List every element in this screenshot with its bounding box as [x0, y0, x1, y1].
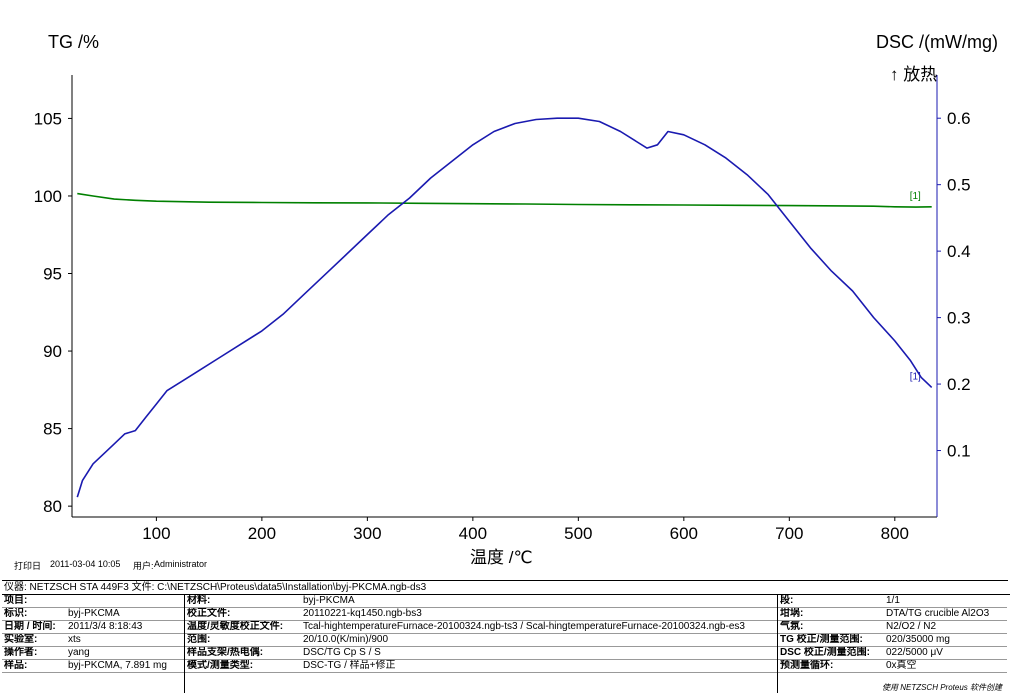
- info-value: N2/O2 / N2: [886, 621, 937, 632]
- info-value: 2011/3/4 8:18:43: [68, 621, 143, 632]
- info-column-1: 项目: 标识: byj-PKCMA 日期 / 时间: 2011/3/4 8:18:43 实…: [2, 595, 185, 693]
- info-value: 020/35000 mg: [886, 634, 950, 645]
- info-key: 模式/测量类型:: [187, 660, 254, 671]
- print-date-label: 打印日: [14, 561, 42, 571]
- info-row: 校正文件: 20110221-kq1450.ngb-bs3: [185, 608, 777, 621]
- info-row: 样品支架/热电偶: DSC/TG Cp S / S: [185, 647, 777, 660]
- info-key: 样品:: [4, 660, 28, 671]
- tg-tick-label: 105: [34, 109, 62, 128]
- series-tg-end-label: [1]: [910, 191, 921, 202]
- info-row: 样品: byj-PKCMA, 7.891 mg: [2, 660, 184, 673]
- info-key: 校正文件:: [187, 608, 231, 619]
- info-row: 坩埚: DTA/TG crucible Al2O3: [778, 608, 1007, 621]
- plot-frame: [71, 75, 938, 518]
- dsc-tick-label: 0.2: [947, 375, 971, 394]
- user-label: 用户:: [133, 561, 154, 571]
- info-key: 预测量循环:: [780, 660, 834, 671]
- info-key: DSC 校正/测量范围:: [780, 647, 870, 658]
- info-value: 022/5000 μV: [886, 647, 943, 658]
- tg-tick-label: 95: [43, 265, 62, 284]
- temperature-tick-label: 300: [353, 524, 381, 543]
- info-row: 温度/灵敏度校正文件: Tcal-hightemperatureFurnace-2…: [185, 621, 777, 634]
- tg-tick-label: 80: [43, 497, 62, 516]
- info-key: 段:: [780, 595, 794, 606]
- tg-tick-label: 90: [43, 342, 62, 361]
- dsc-tick-label: 0.3: [947, 309, 971, 328]
- info-key: 材料:: [187, 595, 211, 606]
- temperature-axis-title: 温度 /℃: [470, 548, 533, 567]
- info-row: 材料: byj-PKCMA: [185, 595, 777, 608]
- info-value: DSC-TG / 样品+修正: [303, 660, 396, 671]
- dsc-tick-label: 0.4: [947, 242, 971, 261]
- exo-direction-note: ↑ 放热: [890, 65, 938, 84]
- tg-tick-label: 100: [34, 187, 62, 206]
- dsc-axis-title: DSC /(mW/mg): [876, 32, 998, 52]
- temperature-tick-label: 800: [881, 524, 909, 543]
- series-tg-line: [77, 192, 932, 208]
- temperature-axis: 100 200 300 400 500 600 700 800: [142, 517, 909, 543]
- info-value: 0x真空: [886, 660, 917, 671]
- info-row: 预测量循环: 0x真空: [778, 660, 1007, 673]
- info-row: 气氛: N2/O2 / N2: [778, 621, 1007, 634]
- info-value: DTA/TG crucible Al2O3: [886, 608, 990, 619]
- info-key: 坩埚:: [780, 608, 804, 619]
- info-key: TG 校正/测量范围:: [780, 634, 863, 645]
- user-name: Administrator: [154, 559, 208, 569]
- info-value: 20/10.0(K/min)/900: [303, 634, 389, 645]
- print-date: 2011-03-04 10:05: [50, 559, 121, 569]
- temperature-tick-label: 200: [248, 524, 276, 543]
- info-row: 段: 1/1: [778, 595, 1007, 608]
- info-key: 气氛:: [780, 621, 804, 632]
- tg-tick-label: 85: [43, 420, 62, 439]
- info-value: DSC/TG Cp S / S: [303, 647, 381, 658]
- dsc-tick-label: 0.6: [947, 109, 971, 128]
- info-row: 操作者: yang: [2, 647, 184, 660]
- info-row: 模式/测量类型: DSC-TG / 样品+修正: [185, 660, 777, 673]
- info-key: 日期 / 时间:: [4, 621, 56, 632]
- info-key: 范围:: [187, 634, 211, 645]
- info-value: Tcal-hightemperatureFurnace-20100324.ngb…: [303, 621, 745, 632]
- info-key: 项目:: [4, 595, 28, 606]
- info-key: 温度/灵敏度校正文件:: [187, 621, 284, 632]
- instrument-file-header: 仪器: NETZSCH STA 449F3 文件: C:\NETZSCH\Pro…: [2, 581, 1010, 595]
- info-row: 日期 / 时间: 2011/3/4 8:18:43: [2, 621, 184, 634]
- info-column-2: 材料: byj-PKCMA 校正文件: 20110221-kq1450.ngb-bs3…: [185, 595, 778, 693]
- info-row: 标识: byj-PKCMA: [2, 608, 184, 621]
- info-value: byj-PKCMA: [303, 595, 355, 606]
- info-row: DSC 校正/测量范围: 022/5000 μV: [778, 647, 1007, 660]
- info-key: 实验室:: [4, 634, 38, 645]
- info-value: yang: [68, 647, 90, 658]
- info-key: 标识:: [4, 608, 28, 619]
- temperature-tick-label: 600: [670, 524, 698, 543]
- info-value: byj-PKCMA: [68, 608, 120, 619]
- info-key: 样品支架/热电偶:: [187, 647, 264, 658]
- info-row: 范围: 20/10.0(K/min)/900: [185, 634, 777, 647]
- measurement-info-table: 仪器: NETZSCH STA 449F3 文件: C:\NETZSCH\Pro…: [2, 580, 1010, 693]
- info-row: 项目:: [2, 595, 184, 608]
- series-dsc-line: [76, 117, 933, 498]
- temperature-tick-label: 500: [564, 524, 592, 543]
- info-column-3: 段: 1/1 坩埚: DTA/TG crucible Al2O3 气氛: N2/O2 / …: [778, 595, 1007, 693]
- tg-axis: 80 85 90 95 100 105: [34, 109, 72, 516]
- series-dsc-end-label: [1]: [910, 371, 921, 382]
- temperature-tick-label: 400: [459, 524, 487, 543]
- dsc-tick-label: 0.5: [947, 176, 971, 195]
- thermal-analysis-chart: 80 85 90 95 100 105 0.1 0.2 0.3 0.4 0.5 0.6 100 200…: [34, 75, 971, 543]
- info-value: 1/1: [886, 595, 900, 606]
- info-key: 操作者:: [4, 647, 38, 658]
- tg-axis-title: TG /%: [48, 32, 100, 52]
- info-value: xts: [68, 634, 81, 645]
- software-footer: 使用 NETZSCH Proteus 软件创建: [881, 683, 1002, 692]
- info-row: TG 校正/测量范围: 020/35000 mg: [778, 634, 1007, 647]
- temperature-tick-label: 100: [142, 524, 170, 543]
- dsc-axis: 0.1 0.2 0.3 0.4 0.5 0.6: [937, 109, 971, 461]
- dsc-tick-label: 0.1: [947, 442, 971, 461]
- temperature-tick-label: 700: [775, 524, 803, 543]
- info-value: 20110221-kq1450.ngb-bs3: [303, 608, 422, 619]
- series-layer: [1] [1]: [76, 117, 933, 498]
- info-row: 实验室: xts: [2, 634, 184, 647]
- info-value: byj-PKCMA, 7.891 mg: [68, 660, 167, 671]
